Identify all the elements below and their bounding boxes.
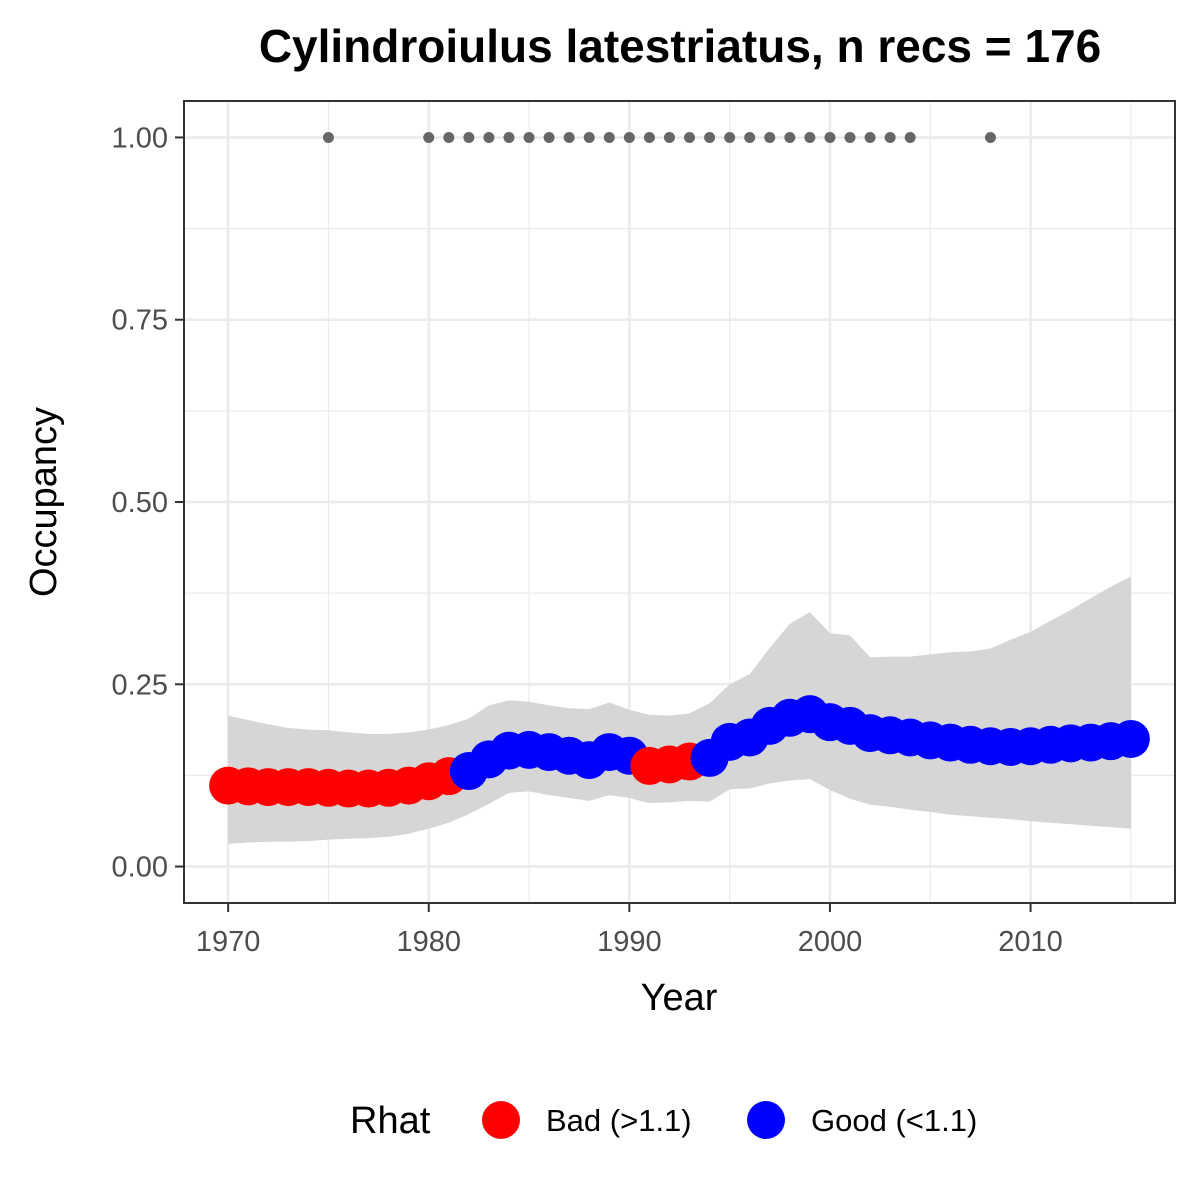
record-point <box>603 131 615 143</box>
y-tick-label: 1.00 <box>112 122 168 154</box>
record-point <box>443 131 455 143</box>
record-point <box>643 131 655 143</box>
legend: Rhat Bad (>1.1) Good (<1.1) <box>350 1100 977 1142</box>
chart-title: Cylindroiulus latestriatus, n recs = 176 <box>259 20 1101 72</box>
record-point <box>523 131 535 143</box>
record-point <box>704 131 716 143</box>
record-point <box>744 131 756 143</box>
x-tick-label: 1970 <box>196 926 261 958</box>
legend-swatch-good <box>747 1101 785 1139</box>
record-point <box>463 131 475 143</box>
record-point <box>563 131 575 143</box>
record-point <box>864 131 876 143</box>
record-point <box>623 131 635 143</box>
y-tick-label: 0.00 <box>112 852 168 884</box>
record-point <box>322 131 334 143</box>
record-points-layer <box>322 131 996 143</box>
record-point <box>984 131 996 143</box>
record-point <box>844 131 856 143</box>
record-point <box>483 131 495 143</box>
x-axis: 1970 1980 1990 2000 2010 <box>196 903 1063 958</box>
x-axis-title: Year <box>641 977 718 1019</box>
record-point <box>583 131 595 143</box>
record-point <box>884 131 896 143</box>
legend-title: Rhat <box>350 1100 431 1142</box>
legend-label-bad: Bad (>1.1) <box>546 1103 692 1138</box>
record-point <box>503 131 515 143</box>
legend-label-good: Good (<1.1) <box>811 1103 977 1138</box>
y-tick-label: 0.75 <box>112 305 168 337</box>
record-point <box>764 131 776 143</box>
x-tick-label: 2010 <box>998 926 1063 958</box>
y-axis-title: Occupancy <box>23 407 65 597</box>
record-point <box>804 131 816 143</box>
occupancy-point-good <box>1111 719 1150 758</box>
record-point <box>663 131 675 143</box>
record-point <box>543 131 555 143</box>
y-axis: 0.00 0.25 0.50 0.75 1.00 <box>112 122 184 884</box>
y-tick-label: 0.25 <box>112 669 168 701</box>
occupancy-points-layer <box>209 695 1150 808</box>
record-point <box>423 131 435 143</box>
legend-swatch-bad <box>482 1101 520 1139</box>
x-tick-label: 1980 <box>396 926 461 958</box>
x-tick-label: 1990 <box>597 926 662 958</box>
record-point <box>904 131 916 143</box>
record-point <box>824 131 836 143</box>
x-tick-label: 2000 <box>798 926 863 958</box>
record-point <box>784 131 796 143</box>
record-point <box>684 131 696 143</box>
y-tick-label: 0.50 <box>112 487 168 519</box>
record-point <box>724 131 736 143</box>
